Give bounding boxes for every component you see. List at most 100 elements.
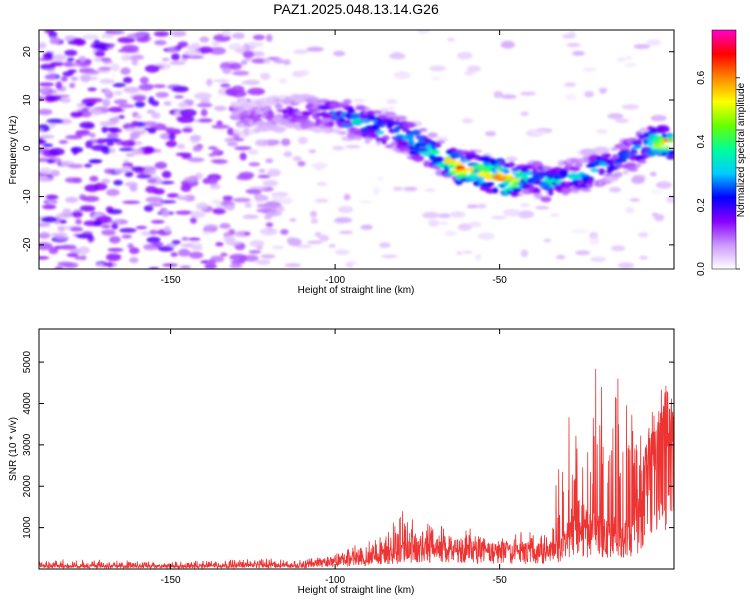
y-tick-label: 10 bbox=[22, 94, 33, 106]
y-tick-label: 4000 bbox=[22, 392, 33, 415]
heatmap-cell bbox=[64, 49, 78, 57]
heatmap-cell bbox=[615, 158, 628, 163]
heatmap-cell bbox=[248, 250, 261, 254]
heatmap-cell bbox=[207, 259, 216, 266]
heatmap-cell bbox=[96, 263, 104, 268]
heatmap-cell bbox=[520, 249, 529, 258]
heatmap-cell bbox=[635, 163, 642, 168]
heatmap-cell bbox=[48, 31, 58, 39]
heatmap-cell bbox=[211, 199, 221, 204]
spectrogram-x-axis: -150 -100 -50 bbox=[161, 30, 507, 286]
heatmap-cell bbox=[625, 206, 635, 214]
heatmap-cell bbox=[200, 108, 208, 117]
heatmap-cell bbox=[246, 41, 264, 47]
heatmap-cell bbox=[39, 242, 53, 251]
figure-title: PAZ1.2025.048.13.14.G26 bbox=[273, 1, 439, 17]
heatmap-cell bbox=[653, 145, 665, 149]
heatmap-cell bbox=[163, 101, 172, 106]
heatmap-cell bbox=[240, 60, 248, 66]
heatmap-cell bbox=[550, 213, 560, 217]
heatmap-cell bbox=[181, 237, 189, 241]
heatmap-cell bbox=[208, 177, 218, 186]
heatmap-cell bbox=[251, 58, 268, 64]
heatmap-cell bbox=[242, 214, 259, 219]
heatmap-cell bbox=[427, 132, 438, 138]
heatmap-cell bbox=[540, 196, 552, 203]
heatmap-cell bbox=[390, 141, 399, 146]
heatmap-cell bbox=[263, 202, 280, 208]
heatmap-cell bbox=[80, 110, 92, 118]
heatmap-cell bbox=[208, 153, 215, 157]
heatmap-cell bbox=[617, 145, 631, 150]
heatmap-cell bbox=[54, 266, 64, 269]
heatmap-cell bbox=[161, 209, 170, 218]
heatmap-cell bbox=[639, 127, 649, 133]
heatmap-cell bbox=[271, 194, 284, 202]
heatmap-cell bbox=[443, 157, 457, 164]
heatmap-cell bbox=[194, 92, 212, 100]
heatmap-cell bbox=[271, 245, 285, 250]
heatmap-cell bbox=[45, 194, 59, 200]
heatmap-cell bbox=[502, 208, 521, 217]
heatmap-cell bbox=[570, 229, 589, 234]
heatmap-cell bbox=[143, 127, 158, 131]
spectrogram-y-axis-title: Frequency (Hz) bbox=[8, 116, 19, 185]
heatmap-cell bbox=[467, 65, 481, 72]
heatmap-cell bbox=[247, 149, 259, 155]
heatmap-cell bbox=[582, 67, 597, 72]
heatmap-cell bbox=[145, 123, 158, 127]
heatmap-cell bbox=[392, 186, 404, 191]
heatmap-cell bbox=[149, 229, 159, 235]
heatmap-cell bbox=[241, 81, 248, 85]
heatmap-cell bbox=[561, 187, 574, 193]
heatmap-cell bbox=[430, 144, 437, 151]
heatmap-cell bbox=[245, 188, 262, 194]
heatmap-cell bbox=[101, 178, 111, 184]
heatmap-cell bbox=[153, 31, 170, 37]
heatmap-cell bbox=[263, 105, 272, 111]
heatmap-cell bbox=[135, 225, 147, 230]
heatmap-cell bbox=[231, 85, 245, 94]
heatmap-cell bbox=[598, 168, 606, 176]
heatmap-cell bbox=[237, 231, 247, 236]
heatmap-cell bbox=[176, 195, 191, 201]
heatmap-cell bbox=[48, 147, 65, 156]
heatmap-cell bbox=[308, 149, 317, 153]
heatmap-cell bbox=[569, 166, 581, 172]
heatmap-cell bbox=[252, 34, 265, 41]
heatmap-cell bbox=[534, 193, 544, 200]
heatmap-cell bbox=[256, 208, 271, 213]
heatmap-cell bbox=[180, 184, 192, 192]
heatmap-cell bbox=[476, 203, 487, 209]
x-tick-label: -100 bbox=[325, 275, 345, 286]
heatmap-cell bbox=[50, 232, 68, 237]
heatmap-cell bbox=[143, 205, 154, 212]
heatmap-cell bbox=[75, 218, 82, 225]
heatmap-cell bbox=[224, 137, 235, 143]
heatmap-cell bbox=[89, 175, 99, 182]
heatmap-cell bbox=[621, 104, 640, 110]
heatmap-cell bbox=[636, 138, 643, 145]
heatmap-cell bbox=[188, 237, 201, 241]
snr-x-axis: -150 -100 -50 bbox=[161, 329, 507, 586]
heatmap-cell bbox=[46, 159, 55, 164]
heatmap-cell bbox=[212, 207, 226, 215]
heatmap-cell bbox=[306, 46, 324, 52]
heatmap-cell bbox=[669, 154, 674, 160]
heatmap-cell bbox=[275, 126, 287, 132]
y-tick-label: -20 bbox=[22, 237, 33, 252]
heatmap-cell bbox=[42, 52, 54, 60]
heatmap-cell bbox=[104, 168, 113, 174]
heatmap-cell bbox=[353, 135, 363, 141]
heatmap-cell bbox=[438, 213, 451, 219]
heatmap-cell bbox=[121, 44, 139, 53]
heatmap-cell bbox=[123, 86, 140, 94]
heatmap-cell bbox=[220, 252, 228, 257]
heatmap-cell bbox=[249, 240, 265, 247]
heatmap-cell bbox=[457, 223, 472, 231]
x-tick-label: -50 bbox=[492, 575, 507, 586]
heatmap-cell bbox=[297, 161, 306, 167]
heatmap-cell bbox=[283, 151, 293, 158]
heatmap-cell bbox=[344, 119, 353, 125]
heatmap-cell bbox=[101, 126, 108, 133]
